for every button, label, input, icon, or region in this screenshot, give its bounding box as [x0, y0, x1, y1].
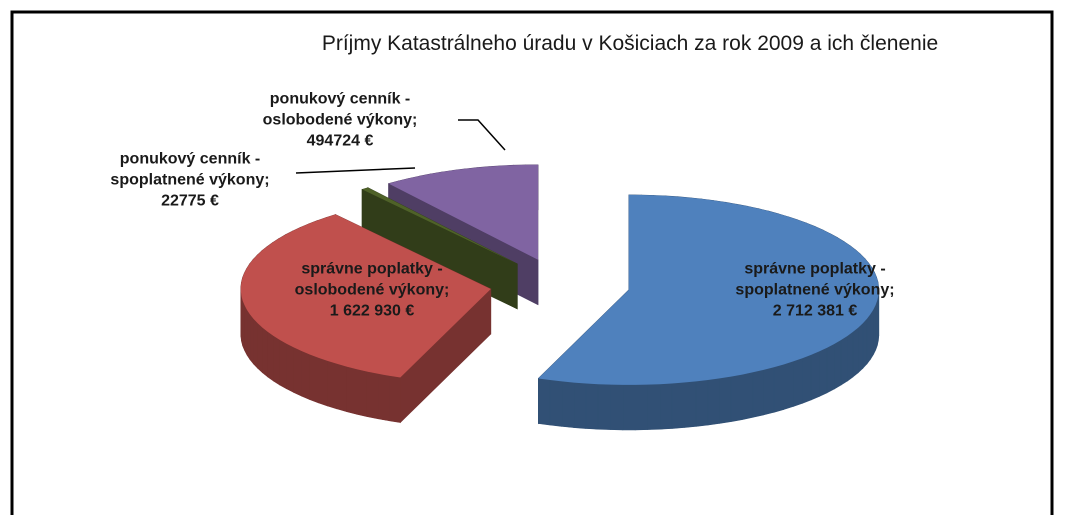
- slice-side: [377, 373, 390, 422]
- leader-line: [295, 167, 416, 174]
- data-label: správne poplatky - spoplatnené výkony; 2 …: [700, 259, 930, 322]
- slice: [388, 164, 538, 260]
- slice-side: [336, 363, 347, 412]
- slice-side: [752, 369, 764, 418]
- slice: [362, 187, 518, 264]
- slice-side: [309, 354, 319, 404]
- slice-side: [810, 350, 820, 401]
- leader-line: [458, 119, 506, 151]
- slice-side: [356, 368, 368, 417]
- slice-side: [561, 381, 575, 428]
- slice-side: [858, 322, 864, 374]
- slice-side: [549, 379, 563, 427]
- data-label: ponukový cenník - oslobodené výkony; 4947…: [235, 89, 445, 152]
- slice: [538, 194, 879, 385]
- slice-side: [802, 354, 812, 404]
- slice-side: [262, 326, 268, 378]
- slice: [240, 214, 491, 378]
- slice-side: [852, 326, 859, 378]
- slice-side: [840, 335, 848, 386]
- slice-side: [730, 374, 743, 422]
- slice-side: [683, 381, 697, 428]
- slice-side: [327, 360, 338, 410]
- slice-side: [585, 383, 599, 430]
- category-label: ponukový cenník - spoplatnené výkony;: [110, 150, 270, 189]
- slice-side: [573, 382, 587, 429]
- slice-side: [793, 357, 803, 407]
- slice-side: [819, 347, 828, 397]
- chart-frame: [10, 10, 1054, 515]
- value-label: 2 712 381 €: [772, 302, 858, 320]
- slice-side: [538, 378, 551, 426]
- slice-side: [866, 313, 871, 365]
- value-label: 22775 €: [161, 192, 219, 210]
- slice-side: [267, 331, 274, 382]
- slice-side: [622, 384, 636, 431]
- slice-side: [671, 382, 685, 429]
- slice-side: [719, 376, 732, 424]
- slice-side: [293, 346, 302, 397]
- value-label: 1 622 930 €: [329, 302, 415, 320]
- slice-side: [610, 384, 624, 431]
- slice-side: [366, 371, 379, 420]
- slice-side: [783, 360, 794, 410]
- category-label: ponukový cenník - oslobodené výkony;: [262, 90, 418, 129]
- slice-side: [634, 384, 648, 431]
- slice-side: [246, 309, 251, 361]
- category-label: správne poplatky - spoplatnené výkony;: [735, 260, 895, 299]
- data-label: ponukový cenník - spoplatnené výkony; 227…: [75, 149, 305, 212]
- slice-side: [346, 366, 358, 415]
- slice-side: [707, 378, 720, 426]
- data-label: správne poplatky - oslobodené výkony; 1 6…: [257, 259, 487, 322]
- slice-side: [257, 322, 263, 374]
- slice-side: [763, 366, 775, 416]
- slice-side: [695, 379, 709, 427]
- slice-side: [862, 318, 868, 369]
- slice-side: [388, 375, 401, 423]
- slice-side: [659, 383, 673, 430]
- slice-side: [244, 305, 248, 356]
- slice-side: [741, 371, 754, 420]
- chart-title: Príjmy Katastrálneho úradu v Košiciach z…: [321, 32, 939, 55]
- slice-side: [273, 335, 280, 386]
- slice-side: [597, 383, 611, 430]
- slice-side: [318, 357, 328, 407]
- value-label: 494724 €: [306, 132, 374, 150]
- slice-side: [826, 343, 835, 394]
- slice-side: [647, 383, 661, 430]
- category-label: správne poplatky - oslobodené výkony;: [294, 260, 450, 299]
- slice-side: [301, 350, 310, 400]
- slice-side: [286, 343, 294, 393]
- slice-side: [249, 313, 254, 365]
- slice-side: [834, 339, 842, 390]
- slice-side: [253, 318, 258, 370]
- slice-side: [279, 339, 287, 390]
- slice-side: [847, 331, 854, 382]
- slice-side: [773, 364, 784, 413]
